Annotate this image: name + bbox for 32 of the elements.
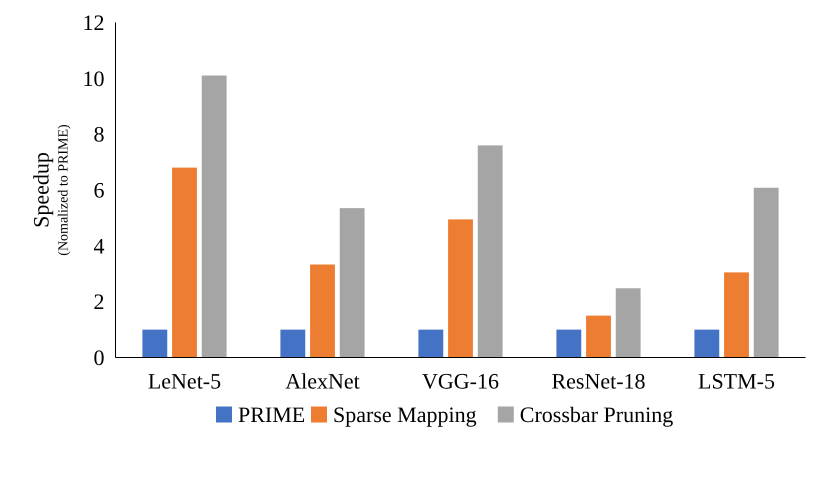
bar — [586, 316, 611, 358]
y-tick-label: 2 — [94, 289, 104, 314]
bar — [478, 145, 503, 358]
y-tick-label: 8 — [94, 122, 104, 147]
bar — [448, 219, 473, 358]
bar — [556, 330, 582, 358]
bar — [340, 208, 365, 358]
x-tick-label: VGG-16 — [422, 368, 500, 394]
y-tick-label: 0 — [94, 345, 104, 370]
legend-label: PRIME — [238, 402, 306, 427]
bar — [418, 330, 444, 358]
x-tick-label: AlexNet — [285, 368, 360, 394]
legend-label: Sparse Mapping — [333, 402, 477, 427]
bar — [616, 288, 641, 358]
y-tick-label: 4 — [94, 233, 104, 258]
x-tick-label: ResNet-18 — [551, 368, 646, 394]
y-tick-label: 6 — [94, 178, 104, 202]
bar — [280, 330, 306, 358]
bar — [142, 330, 168, 358]
y-tick-label: 10 — [82, 66, 104, 91]
y-tick-label: 12 — [82, 10, 104, 35]
bar — [754, 188, 779, 358]
legend-label: Crossbar Pruning — [520, 402, 674, 427]
bar — [202, 76, 227, 358]
bar — [694, 330, 720, 358]
x-tick-label: LSTM-5 — [698, 368, 775, 394]
bar — [724, 272, 749, 358]
bar — [310, 264, 335, 358]
text: (Nomalized to PRIME) — [56, 124, 72, 256]
bar — [172, 168, 197, 358]
x-tick-label: LeNet-5 — [148, 368, 222, 394]
y-axis-title: Speedup — [28, 152, 54, 228]
